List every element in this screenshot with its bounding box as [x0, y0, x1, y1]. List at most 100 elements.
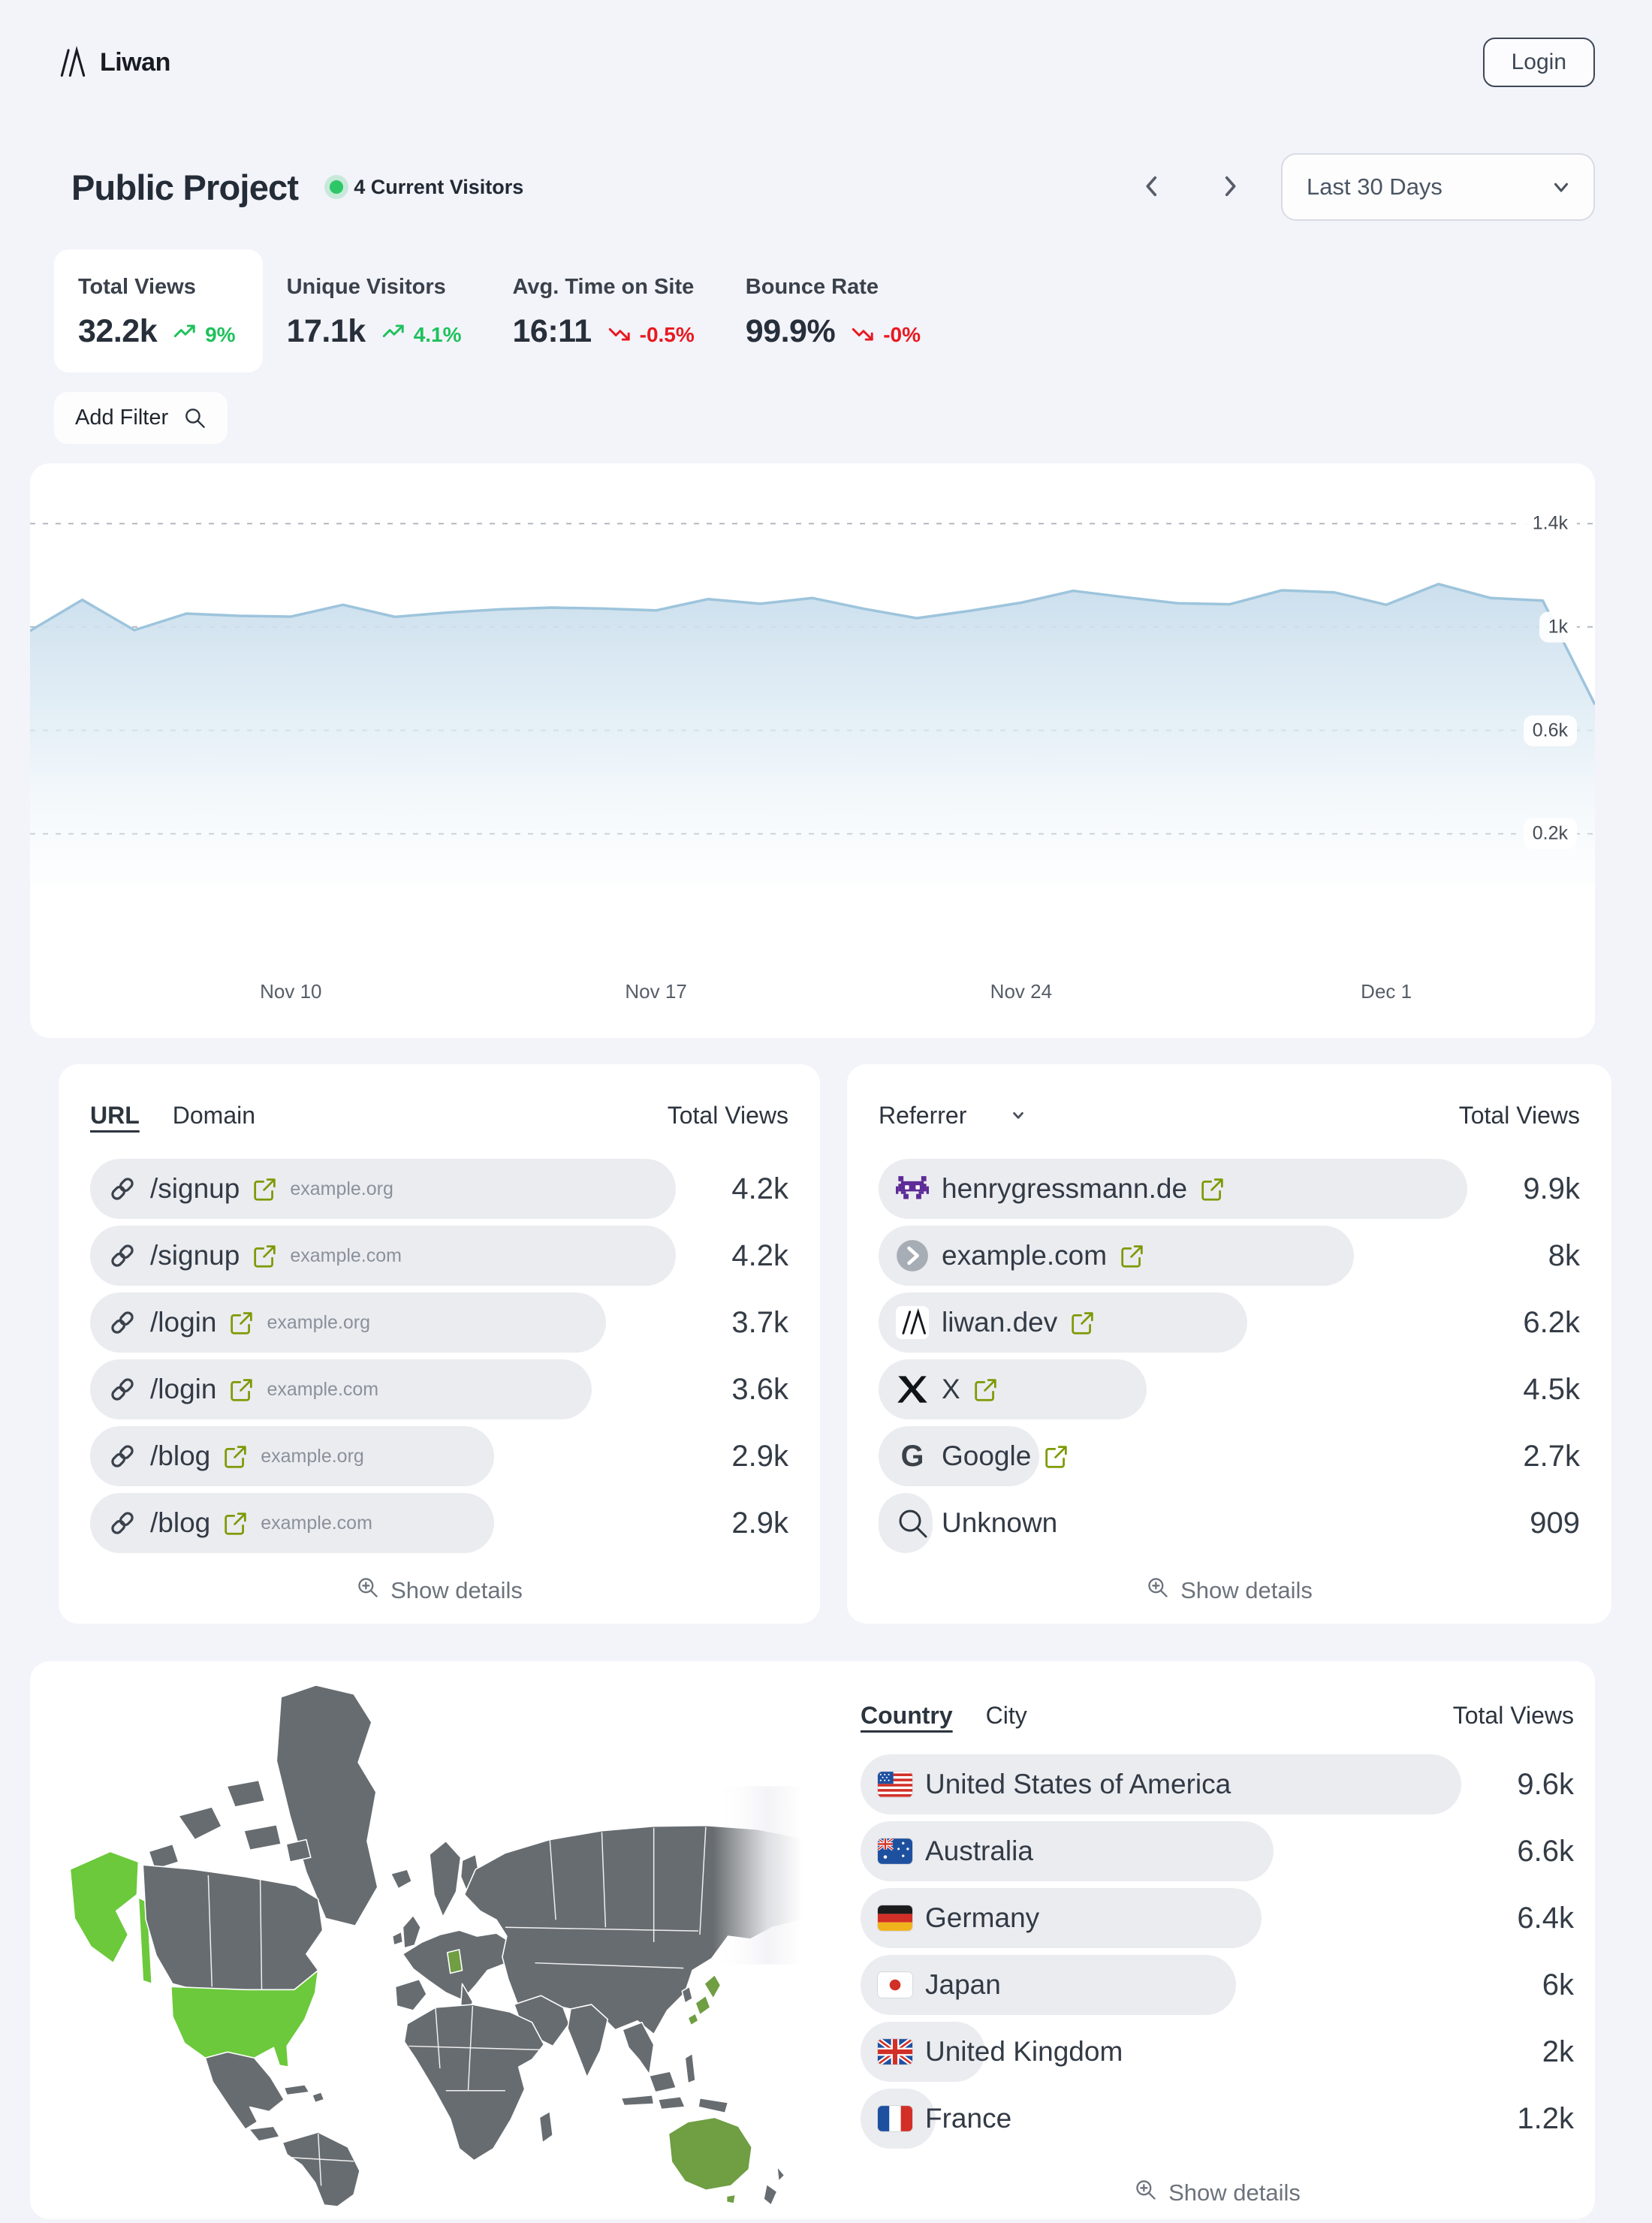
- add-filter-label: Add Filter: [75, 406, 169, 430]
- external-link-icon[interactable]: [229, 1311, 254, 1335]
- external-link-icon[interactable]: [252, 1177, 277, 1202]
- row-total-views: 1.2k: [1517, 2101, 1574, 2135]
- external-link-icon[interactable]: [223, 1511, 248, 1536]
- referrer-name: liwan.dev: [942, 1307, 1058, 1338]
- map-region-germany: [446, 1949, 463, 1974]
- table-row[interactable]: example.com 8k: [879, 1226, 1580, 1286]
- map-region-alaska: [69, 1850, 140, 1964]
- show-details-button[interactable]: Show details: [1134, 2178, 1301, 2208]
- svg-text:G: G: [901, 1440, 924, 1473]
- table-row[interactable]: X 4.5k: [879, 1359, 1580, 1419]
- table-row[interactable]: liwan.dev 6.2k: [879, 1292, 1580, 1353]
- external-link-icon[interactable]: [229, 1377, 254, 1402]
- map-region-tasmania: [725, 2194, 737, 2204]
- y-axis-tick: 0.2k: [1523, 818, 1577, 849]
- x-axis-tick: Nov 10: [260, 980, 322, 1003]
- date-range-value: Last 30 Days: [1307, 173, 1442, 200]
- stat-value: 32.2k: [78, 313, 158, 349]
- value-bar: [861, 1754, 1461, 1814]
- table-row[interactable]: United Kingdom 2k: [861, 2022, 1574, 2082]
- row-total-views: 6.6k: [1517, 1834, 1574, 1868]
- url-panel: URL Domain Total Views /signup example.or…: [59, 1064, 820, 1624]
- url-path: /blog: [150, 1440, 211, 1471]
- live-dot-icon: [330, 180, 344, 194]
- search-icon: [896, 1507, 929, 1540]
- prev-period-button[interactable]: [1137, 172, 1167, 202]
- liwan-logo-icon: [60, 46, 86, 77]
- map-region-ireland: [391, 1931, 404, 1946]
- row-total-views: 4.5k: [1523, 1372, 1580, 1406]
- external-link-icon[interactable]: [973, 1377, 998, 1402]
- table-row[interactable]: G Google 2.7k: [879, 1426, 1580, 1486]
- x-axis-tick: Dec 1: [1361, 980, 1412, 1003]
- table-row[interactable]: /login example.com 3.6k: [90, 1359, 788, 1419]
- login-button[interactable]: Login: [1482, 38, 1595, 87]
- stat-tab-bounce-rate[interactable]: Bounce Rate 99.9% -0%: [722, 249, 948, 373]
- stat-tab-unique-visitors[interactable]: Unique Visitors 17.1k 4.1%: [263, 249, 489, 373]
- row-total-views: 909: [1530, 1506, 1580, 1540]
- row-total-views: 4.2k: [731, 1172, 788, 1205]
- chevron-down-icon: [1554, 182, 1568, 192]
- table-row[interactable]: /login example.org 3.7k: [90, 1292, 788, 1353]
- views-chart-card: 1.4k 1k 0.6k 0.2k Nov 10 Nov 17 Nov 24 Dec 1: [30, 463, 1595, 1038]
- show-details-button[interactable]: Show details: [1146, 1576, 1313, 1606]
- tab-url[interactable]: URL: [90, 1101, 140, 1129]
- external-link-icon[interactable]: [252, 1244, 277, 1268]
- trend-up-icon: [382, 323, 408, 347]
- table-row[interactable]: Japan 6k: [861, 1955, 1574, 2015]
- flag-gb-icon: [878, 2039, 912, 2065]
- map-region-southeast-asia: [622, 2022, 655, 2075]
- value-bar: [879, 1226, 1355, 1286]
- liwan-logo[interactable]: Liwan: [56, 46, 170, 79]
- external-link-icon[interactable]: [1120, 1244, 1144, 1268]
- table-row[interactable]: /signup example.org 4.2k: [90, 1159, 788, 1219]
- tab-domain[interactable]: Domain: [172, 1101, 256, 1129]
- row-total-views: 9.6k: [1517, 1767, 1574, 1801]
- row-total-views: 6.4k: [1517, 1901, 1574, 1935]
- next-period-button[interactable]: [1215, 172, 1245, 202]
- search-icon: [185, 409, 205, 428]
- referrer-dropdown[interactable]: Referrer: [879, 1102, 1028, 1130]
- table-row[interactable]: Australia 6.6k: [861, 1821, 1574, 1881]
- x-axis-tick: Nov 17: [625, 980, 687, 1003]
- stat-value: 16:11: [512, 313, 592, 349]
- referrer-name: Unknown: [942, 1507, 1058, 1538]
- external-link-icon[interactable]: [1044, 1444, 1069, 1469]
- table-row[interactable]: /signup example.com 4.2k: [90, 1226, 788, 1286]
- map-fade-overlay: [713, 1786, 803, 1965]
- date-range-select[interactable]: Last 30 Days: [1281, 153, 1595, 221]
- row-total-views: 3.6k: [731, 1372, 788, 1406]
- referrer-name: example.com: [942, 1240, 1108, 1271]
- table-row[interactable]: France 1.2k: [861, 2089, 1574, 2149]
- map-region-indonesia: [620, 2071, 729, 2114]
- tab-country[interactable]: Country: [861, 1701, 953, 1729]
- views-area-chart[interactable]: [30, 463, 1595, 914]
- page-title: Public Project: [71, 167, 299, 207]
- show-details-button[interactable]: Show details: [356, 1576, 523, 1606]
- stat-delta: -0.5%: [639, 323, 695, 346]
- table-row[interactable]: /blog example.org 2.9k: [90, 1426, 788, 1486]
- table-row[interactable]: United States of America 9.6k: [861, 1754, 1574, 1814]
- add-filter-button[interactable]: Add Filter: [54, 392, 228, 444]
- world-map[interactable]: [56, 1675, 806, 2209]
- external-link-icon[interactable]: [1070, 1311, 1095, 1335]
- map-region-mexico: [204, 2051, 285, 2130]
- external-link-icon[interactable]: [223, 1444, 248, 1469]
- external-link-icon[interactable]: [1200, 1177, 1225, 1202]
- map-region-caribbean: [283, 2084, 325, 2104]
- table-row[interactable]: /blog example.com 2.9k: [90, 1493, 788, 1553]
- value-bar: [879, 1359, 1147, 1419]
- stat-tab-avg-time-on-site[interactable]: Avg. Time on Site 16:11 -0.5%: [489, 249, 722, 373]
- url-domain: example.org: [267, 1311, 371, 1333]
- table-row[interactable]: henrygressmann.de 9.9k: [879, 1159, 1580, 1219]
- link-icon: [107, 1441, 137, 1471]
- stat-tab-total-views[interactable]: Total Views 32.2k 9%: [54, 249, 263, 373]
- table-row[interactable]: Unknown 909: [879, 1493, 1580, 1553]
- table-row[interactable]: Germany 6.4k: [861, 1888, 1574, 1948]
- geo-card: Country City Total Views United States o…: [30, 1661, 1595, 2219]
- url-domain: example.org: [261, 1445, 364, 1467]
- value-bar: [90, 1493, 495, 1553]
- country-panel: Country City Total Views United States o…: [861, 1675, 1574, 2209]
- tab-city[interactable]: City: [985, 1701, 1027, 1729]
- stat-label: Total Views: [78, 275, 196, 299]
